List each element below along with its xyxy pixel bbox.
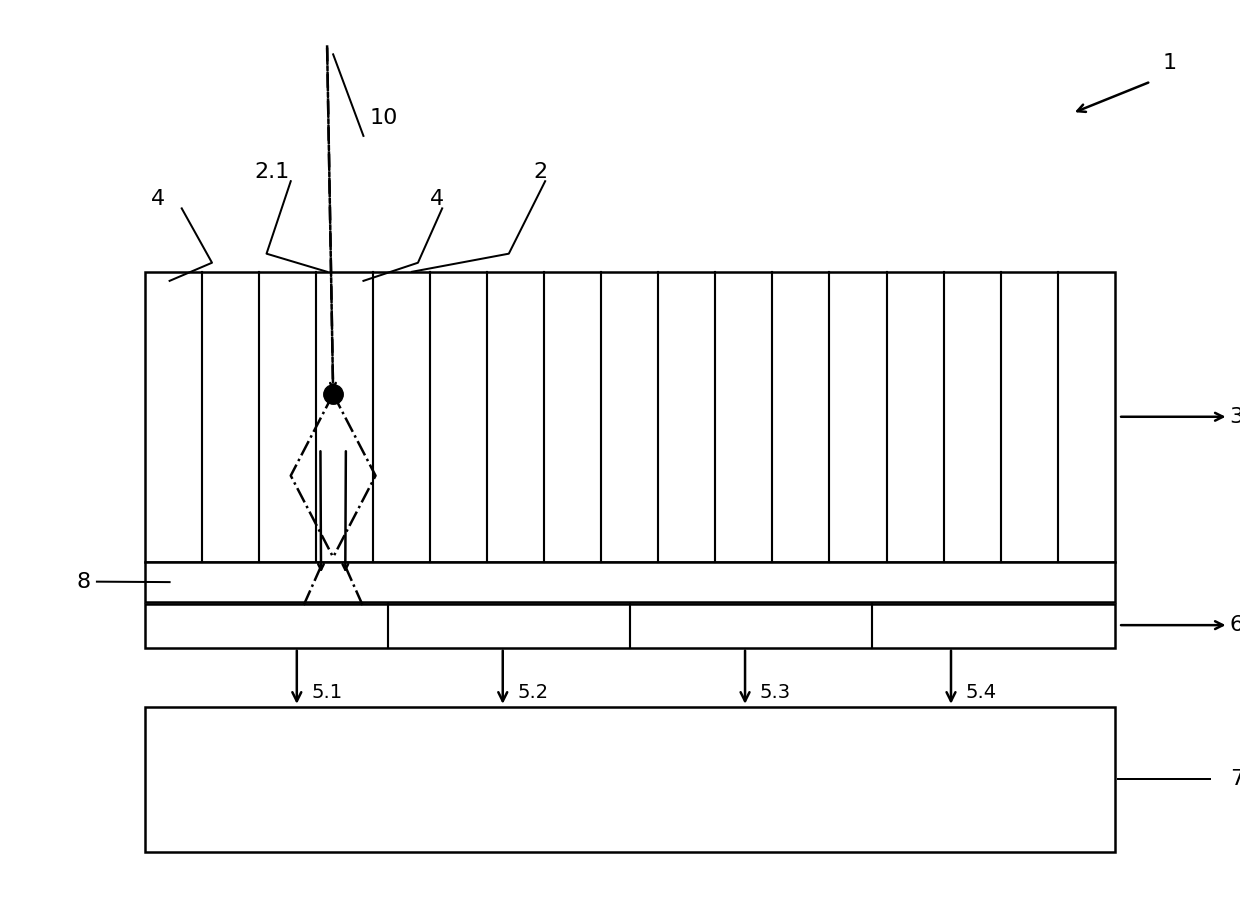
Text: 5.1: 5.1 bbox=[311, 683, 342, 702]
Text: 4: 4 bbox=[430, 189, 444, 209]
Text: 1: 1 bbox=[1163, 53, 1177, 73]
Text: 7: 7 bbox=[1230, 769, 1240, 789]
Text: 10: 10 bbox=[370, 108, 398, 128]
Text: 6: 6 bbox=[1230, 615, 1240, 635]
Text: 2.1: 2.1 bbox=[254, 162, 290, 182]
Text: 5.4: 5.4 bbox=[966, 683, 997, 702]
Bar bbox=[145, 562, 1115, 602]
Text: 2: 2 bbox=[533, 162, 547, 182]
Text: 5.2: 5.2 bbox=[517, 683, 548, 702]
Bar bbox=[145, 707, 1115, 852]
Text: 5.3: 5.3 bbox=[760, 683, 791, 702]
Bar bbox=[145, 604, 1115, 648]
Text: 8: 8 bbox=[77, 572, 91, 592]
Text: 3: 3 bbox=[1230, 407, 1240, 427]
Text: 4: 4 bbox=[151, 189, 166, 209]
Bar bbox=[145, 272, 1115, 562]
